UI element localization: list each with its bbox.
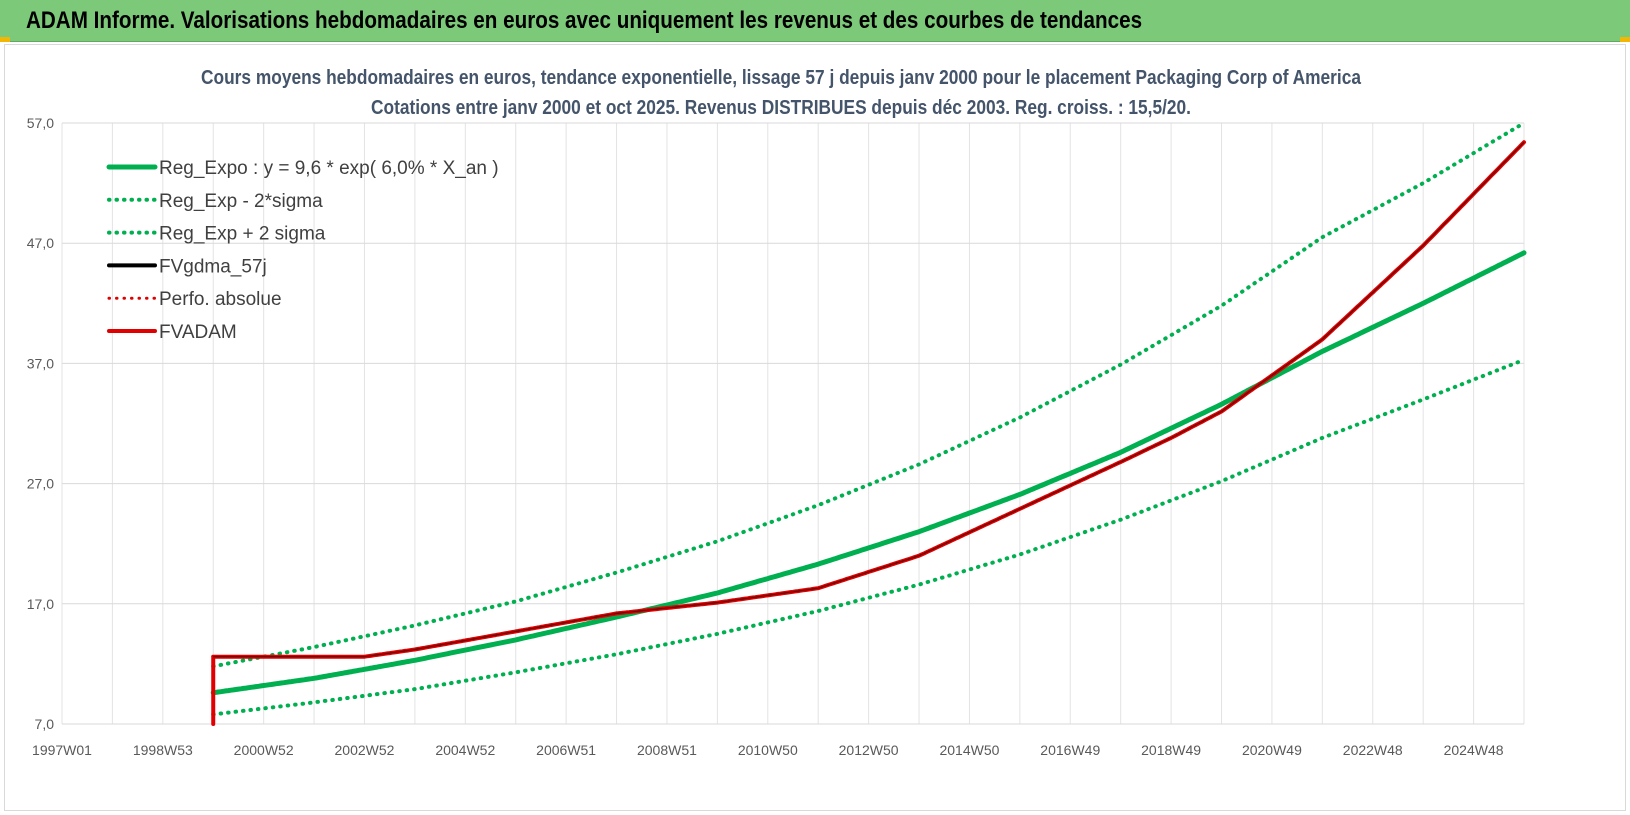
legend-label: FVADAM	[159, 322, 237, 343]
series-line	[211, 357, 1526, 717]
x-tick-label: 2014W50	[939, 742, 999, 758]
y-tick-label: 27,0	[27, 476, 54, 492]
chart-frame: 7,0 17,0 27,0 37,0 47,0 57,0 1997W01 1998W53 20…	[4, 44, 1626, 811]
x-tick-label: 2016W49	[1040, 742, 1100, 758]
series-line-overlay	[213, 141, 1525, 658]
x-tick-label: 2022W48	[1343, 742, 1403, 758]
y-tick-label: 37,0	[27, 355, 54, 371]
left-corner-marker	[0, 37, 10, 42]
y-tick-label: 7,0	[35, 716, 55, 732]
legend-label: FVgdma_57j	[159, 256, 267, 277]
x-tick-label: 2006W51	[536, 742, 596, 758]
x-axis-ticks: 1997W01 1998W53 2000W52 2002W52 2004W52 2006W…	[32, 742, 1504, 758]
legend-label: Perfo. absolue	[159, 289, 282, 310]
legend-label: Reg_Exp + 2 sigma	[159, 224, 326, 245]
x-tick-label: 1998W53	[133, 742, 193, 758]
series-line	[210, 250, 1527, 696]
chart-svg: 7,0 17,0 27,0 37,0 47,0 57,0 1997W01 1998W53 20…	[27, 67, 1527, 758]
series-line	[211, 121, 1526, 669]
x-tick-label: 2004W52	[435, 742, 495, 758]
legend-label: Reg_Exp - 2*sigma	[159, 191, 323, 212]
x-tick-label: 2012W50	[839, 742, 899, 758]
chart-title-line-1: Cours moyens hebdomadaires en euros, ten…	[201, 67, 1362, 89]
x-tick-label: 1997W01	[32, 742, 92, 758]
x-tick-label: 2018W49	[1141, 742, 1201, 758]
x-tick-label: 2008W51	[637, 742, 697, 758]
right-corner-marker	[1620, 37, 1630, 42]
report-title: ADAM Informe. Valorisations hebdomadaire…	[26, 7, 1143, 34]
y-axis-ticks: 7,0 17,0 27,0 37,0 47,0 57,0	[27, 115, 54, 732]
y-tick-label: 47,0	[27, 235, 54, 251]
y-tick-label: 57,0	[27, 115, 54, 131]
chart-title-line-2: Cotations entre janv 2000 et oct 2025. R…	[371, 97, 1191, 119]
y-tick-label: 17,0	[27, 596, 54, 612]
x-tick-label: 2020W49	[1242, 742, 1302, 758]
grid	[61, 122, 1525, 725]
x-tick-label: 2000W52	[234, 742, 294, 758]
x-tick-label: 2024W48	[1444, 742, 1504, 758]
x-tick-label: 2002W52	[335, 742, 395, 758]
x-tick-label: 2010W50	[738, 742, 798, 758]
series-lines	[210, 121, 1527, 726]
legend-label: Reg_Expo : y = 9,6 * exp( 6,0% * X_an )	[159, 158, 499, 179]
legend: Reg_Expo : y = 9,6 * exp( 6,0% * X_an ) R…	[106, 158, 499, 343]
report-title-bar: ADAM Informe. Valorisations hebdomadaire…	[0, 0, 1630, 42]
